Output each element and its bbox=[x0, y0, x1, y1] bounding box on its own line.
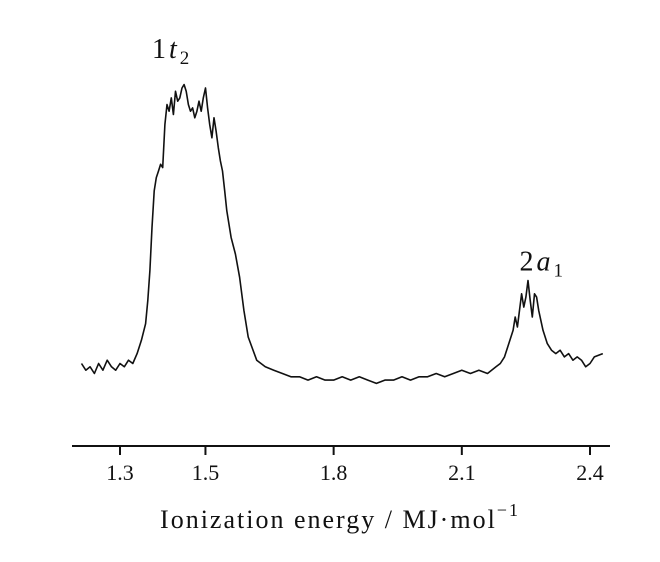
x-axis-title: Ionization energy / MJ·mol−1 bbox=[160, 500, 520, 534]
x-axis-title-text: Ionization energy / MJ·mol bbox=[160, 505, 497, 534]
spectrum-line bbox=[80, 83, 604, 385]
x-tick-label: 2.4 bbox=[576, 460, 604, 485]
peak-label-base: 2 bbox=[519, 246, 533, 277]
x-tick-label: 2.1 bbox=[448, 460, 476, 485]
x-axis-title-superscript: −1 bbox=[497, 500, 520, 520]
peak-label-symbol: a bbox=[536, 246, 550, 277]
peak-label-symbol: t bbox=[169, 34, 178, 65]
annotation-layer: 1 t 22 a 1 bbox=[152, 34, 563, 281]
x-tick-label: 1.8 bbox=[320, 460, 348, 485]
plot-area bbox=[80, 83, 604, 385]
x-tick-label: 1.5 bbox=[192, 460, 220, 485]
x-tick-label: 1.3 bbox=[106, 460, 134, 485]
peak-label-subscript: 1 bbox=[553, 260, 563, 281]
peak-label-subscript: 2 bbox=[180, 48, 190, 69]
x-axis: 1.3 1.5 1.8 2.1 2.4 bbox=[72, 445, 610, 485]
peak-label-base: 1 bbox=[152, 34, 166, 65]
